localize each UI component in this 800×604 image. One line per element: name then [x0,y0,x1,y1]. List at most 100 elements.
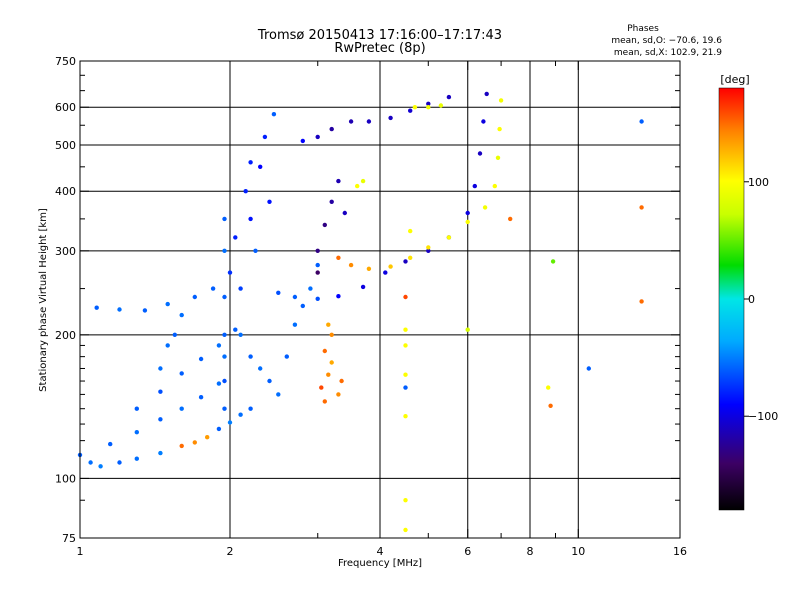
colorbar-label: [deg] [720,73,749,86]
data-point [360,284,366,290]
data-point [238,412,243,417]
data-point [142,308,148,313]
data-point [258,366,263,371]
data-point [366,266,372,271]
data-point [267,378,272,384]
y-tick-label: 750 [55,55,76,68]
data-point [508,216,513,222]
data-point [243,189,248,194]
data-point [548,403,553,408]
data-point [426,101,431,107]
x-tick-label: 1 [77,545,84,558]
data-point [319,385,324,390]
data-point [383,270,388,275]
colorbar-tick-label: 0 [748,293,755,306]
data-point [366,119,372,124]
data-point [336,294,341,299]
y-axis-label: Stationary phase Virtual Height [km] [38,208,49,392]
data-point [465,210,470,216]
data-point [388,115,393,121]
data-point [348,262,354,268]
data-point [198,395,204,400]
x-tick-label: 10 [571,545,585,558]
chart-title: Tromsø 20150413 17:16:00–17:17:43 [257,28,502,43]
data-point [292,294,298,300]
data-point [315,270,320,275]
data-point [342,210,347,216]
data-point [322,399,327,404]
data-point [172,332,177,337]
data-point [205,435,210,440]
data-point [179,443,184,449]
x-axis-label: Frequency [MHz] [338,558,422,569]
colorbar-tick-label: −100 [748,410,778,423]
data-point [158,366,163,371]
data-point [586,366,591,371]
colorbar-ticks: 100 0 −100 [744,176,778,423]
data-point [403,385,408,390]
x-tick-label: 4 [377,545,384,558]
y-tick-label: 400 [55,185,76,198]
y-tick-label: 75 [62,532,76,545]
phases-o-stats: mean, sd,O: −70.6, 19.6 [611,36,722,46]
data-point [329,360,334,365]
data-point [492,183,497,189]
y-tick-label: 300 [55,245,76,258]
data-point [550,259,556,264]
data-point [267,199,272,204]
data-point [179,312,184,318]
x-tick-label: 2 [227,545,234,558]
x-tick-label: 6 [464,545,471,558]
data-point [482,205,488,210]
data-point [165,301,170,307]
data-point [446,94,452,100]
data-point [238,332,243,337]
data-point [134,456,139,461]
x-tick-label: 8 [527,545,534,558]
data-point [315,262,320,268]
data-point [216,426,222,432]
data-point [403,294,408,300]
data-point [639,299,644,304]
data-point [403,414,408,419]
data-point [472,183,477,189]
axis-ticks: 1 2 4 6 8 10 16 75 100 200 300 400 500 600 750 [55,55,687,558]
data-point [94,305,99,310]
data-point [165,343,170,348]
data-point [158,450,163,456]
data-point [222,248,227,253]
data-point [276,392,281,397]
data-point [222,406,227,411]
data-point [403,259,408,264]
data-point [300,138,305,144]
data-point [495,155,501,160]
data-points [77,91,644,533]
data-point [465,219,470,225]
y-tick-label: 100 [55,472,76,485]
data-point [315,134,320,140]
data-point [639,119,644,124]
data-point [403,498,408,503]
y-tick-label: 200 [55,329,76,342]
x-tick-label: 16 [673,545,687,558]
grid-lines [80,61,680,538]
data-point [336,392,341,397]
data-point [329,199,334,204]
colorbar-tick-label: 100 [748,176,769,189]
data-point [227,420,233,425]
data-point [408,228,413,234]
data-point [117,307,122,312]
data-point [322,348,327,354]
data-point [108,441,113,447]
data-point [348,119,354,124]
data-point [98,464,103,469]
data-point [248,160,253,165]
data-point [326,322,331,327]
data-point [336,255,341,260]
data-point [329,332,334,337]
data-point [546,385,551,390]
y-tick-label: 600 [55,101,76,114]
data-point [222,294,227,300]
data-point [276,290,281,295]
